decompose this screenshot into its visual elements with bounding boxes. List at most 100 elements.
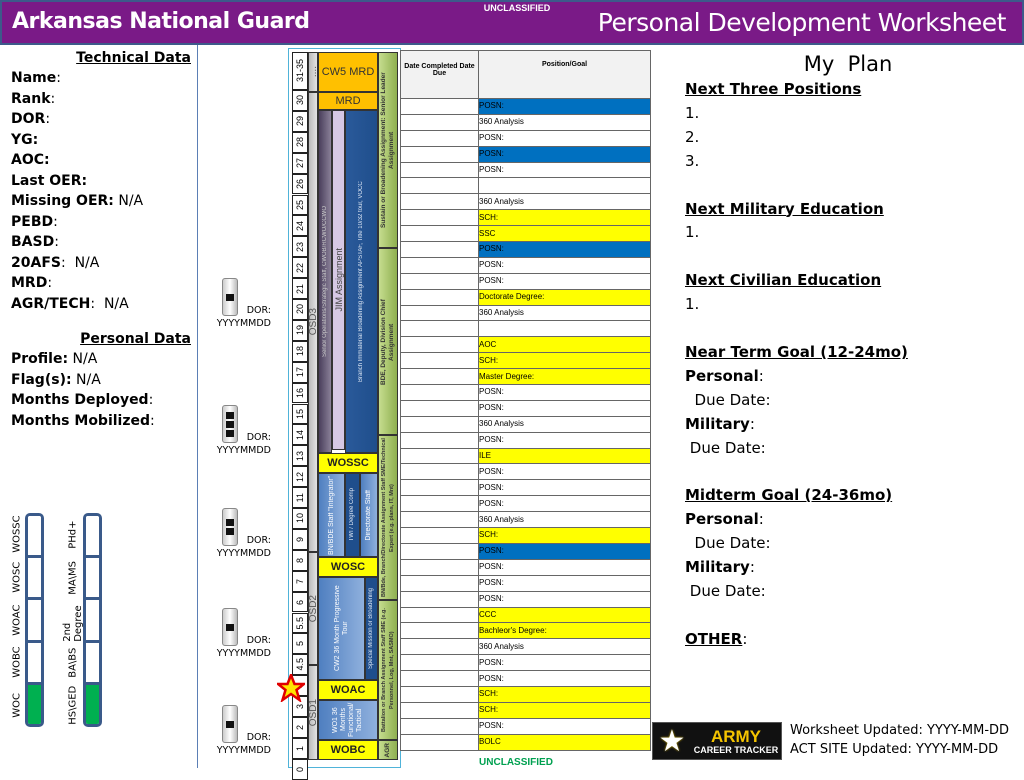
plan-line[interactable]: 1. (685, 104, 699, 122)
plan-line[interactable]: 1. (685, 295, 699, 313)
goal-cell[interactable]: 360 Analysis (478, 415, 651, 433)
dor-date[interactable]: YYYYMMDD (216, 745, 271, 756)
goal-cell[interactable]: POSN: (478, 717, 651, 735)
goal-cell[interactable]: POSN: (478, 98, 651, 115)
date-cell[interactable] (400, 447, 479, 465)
plan-line[interactable]: Due Date: (685, 391, 771, 409)
plan-line[interactable]: 3. (685, 152, 699, 170)
goal-cell[interactable]: ILE (478, 447, 651, 465)
date-cell[interactable] (400, 479, 479, 497)
goal-cell[interactable]: POSN: (478, 161, 651, 179)
goal-cell[interactable]: POSN: (478, 129, 651, 147)
date-cell[interactable] (400, 209, 479, 227)
goal-cell[interactable]: POSN: (478, 558, 651, 576)
goal-cell[interactable]: POSN: (478, 399, 651, 417)
goal-cell[interactable]: POSN: (478, 574, 651, 592)
date-cell[interactable] (400, 622, 479, 640)
date-cell[interactable] (400, 685, 479, 703)
date-cell[interactable] (400, 527, 479, 544)
date-cell[interactable] (400, 590, 479, 608)
date-cell[interactable] (400, 352, 479, 370)
goal-cell[interactable]: SSC (478, 225, 651, 243)
plan-line[interactable]: Due Date: (685, 439, 766, 457)
date-cell[interactable] (400, 256, 479, 274)
goal-cell[interactable]: 360 Analysis (478, 304, 651, 322)
goal-cell[interactable]: POSN: (478, 670, 651, 687)
goal-cell[interactable]: 360 Analysis (478, 113, 651, 131)
goal-cell[interactable]: 360 Analysis (478, 511, 651, 529)
date-cell[interactable] (400, 145, 479, 163)
goal-cell[interactable]: POSN: (478, 145, 651, 163)
dor-date[interactable]: YYYYMMDD (216, 318, 271, 329)
goal-cell[interactable]: POSN: (478, 495, 651, 513)
goal-cell[interactable]: POSN: (478, 463, 651, 481)
date-cell[interactable] (400, 717, 479, 735)
date-cell[interactable] (400, 225, 479, 243)
date-cell[interactable] (400, 558, 479, 576)
field-value[interactable]: N/A (113, 193, 144, 209)
field-value[interactable]: N/A (65, 254, 100, 271)
date-cell[interactable] (400, 606, 479, 624)
date-cell[interactable] (400, 495, 479, 513)
date-cell[interactable] (400, 431, 479, 449)
date-cell[interactable] (400, 241, 479, 258)
field-value[interactable]: N/A (68, 351, 98, 367)
goal-cell[interactable] (478, 177, 651, 195)
goal-cell[interactable]: SCH: (478, 527, 651, 544)
dor-date[interactable]: YYYYMMDD (216, 445, 271, 456)
goal-cell[interactable]: 360 Analysis (478, 193, 651, 211)
date-cell[interactable] (400, 463, 479, 481)
goal-cell[interactable]: POSN: (478, 479, 651, 497)
date-cell[interactable] (400, 670, 479, 687)
plan-line[interactable]: Due Date: (685, 582, 766, 600)
plan-line[interactable]: Military: (685, 558, 755, 576)
dor-date[interactable]: YYYYMMDD (216, 548, 271, 559)
goal-cell[interactable]: POSN: (478, 590, 651, 608)
plan-line[interactable]: Due Date: (685, 534, 771, 552)
goal-cell[interactable]: POSN: (478, 272, 651, 290)
goal-cell[interactable]: BOLC (478, 733, 651, 751)
date-cell[interactable] (400, 384, 479, 401)
goal-cell[interactable] (478, 320, 651, 338)
dor-date[interactable]: YYYYMMDD (216, 648, 271, 659)
date-cell[interactable] (400, 701, 479, 719)
date-cell[interactable] (400, 415, 479, 433)
date-cell[interactable] (400, 320, 479, 338)
goal-cell[interactable]: POSN: (478, 241, 651, 258)
date-cell[interactable] (400, 193, 479, 211)
date-cell[interactable] (400, 304, 479, 322)
date-cell[interactable] (400, 638, 479, 656)
date-cell[interactable] (400, 574, 479, 592)
goal-cell[interactable]: POSN: (478, 256, 651, 274)
goal-cell[interactable]: SCH: (478, 352, 651, 370)
plan-line[interactable]: Personal: (685, 510, 764, 528)
goal-cell[interactable]: POSN: (478, 654, 651, 672)
field-value[interactable]: N/A (95, 295, 129, 312)
date-cell[interactable] (400, 542, 479, 560)
date-cell[interactable] (400, 177, 479, 195)
date-cell[interactable] (400, 399, 479, 417)
date-cell[interactable] (400, 336, 479, 354)
goal-cell[interactable]: SCH: (478, 701, 651, 719)
plan-line[interactable]: Military: (685, 415, 755, 433)
plan-line[interactable]: Personal: (685, 367, 764, 385)
plan-line[interactable]: 2. (685, 128, 699, 146)
goal-cell[interactable]: Bachleor's Degree: (478, 622, 651, 640)
date-cell[interactable] (400, 129, 479, 147)
goal-cell[interactable]: Master Degree: (478, 368, 651, 386)
goal-cell[interactable]: 360 Analysis (478, 638, 651, 656)
date-cell[interactable] (400, 733, 479, 751)
date-cell[interactable] (400, 288, 479, 306)
date-cell[interactable] (400, 161, 479, 179)
goal-cell[interactable]: POSN: (478, 431, 651, 449)
goal-cell[interactable]: AOC (478, 336, 651, 354)
goal-cell[interactable]: Doctorate Degree: (478, 288, 651, 306)
date-cell[interactable] (400, 113, 479, 131)
plan-line[interactable]: 1. (685, 223, 699, 241)
field-value[interactable]: N/A (71, 371, 101, 388)
goal-cell[interactable]: POSN: (478, 384, 651, 401)
date-cell[interactable] (400, 511, 479, 529)
goal-cell[interactable]: SCH: (478, 209, 651, 227)
goal-cell[interactable]: CCC (478, 606, 651, 624)
date-cell[interactable] (400, 654, 479, 672)
